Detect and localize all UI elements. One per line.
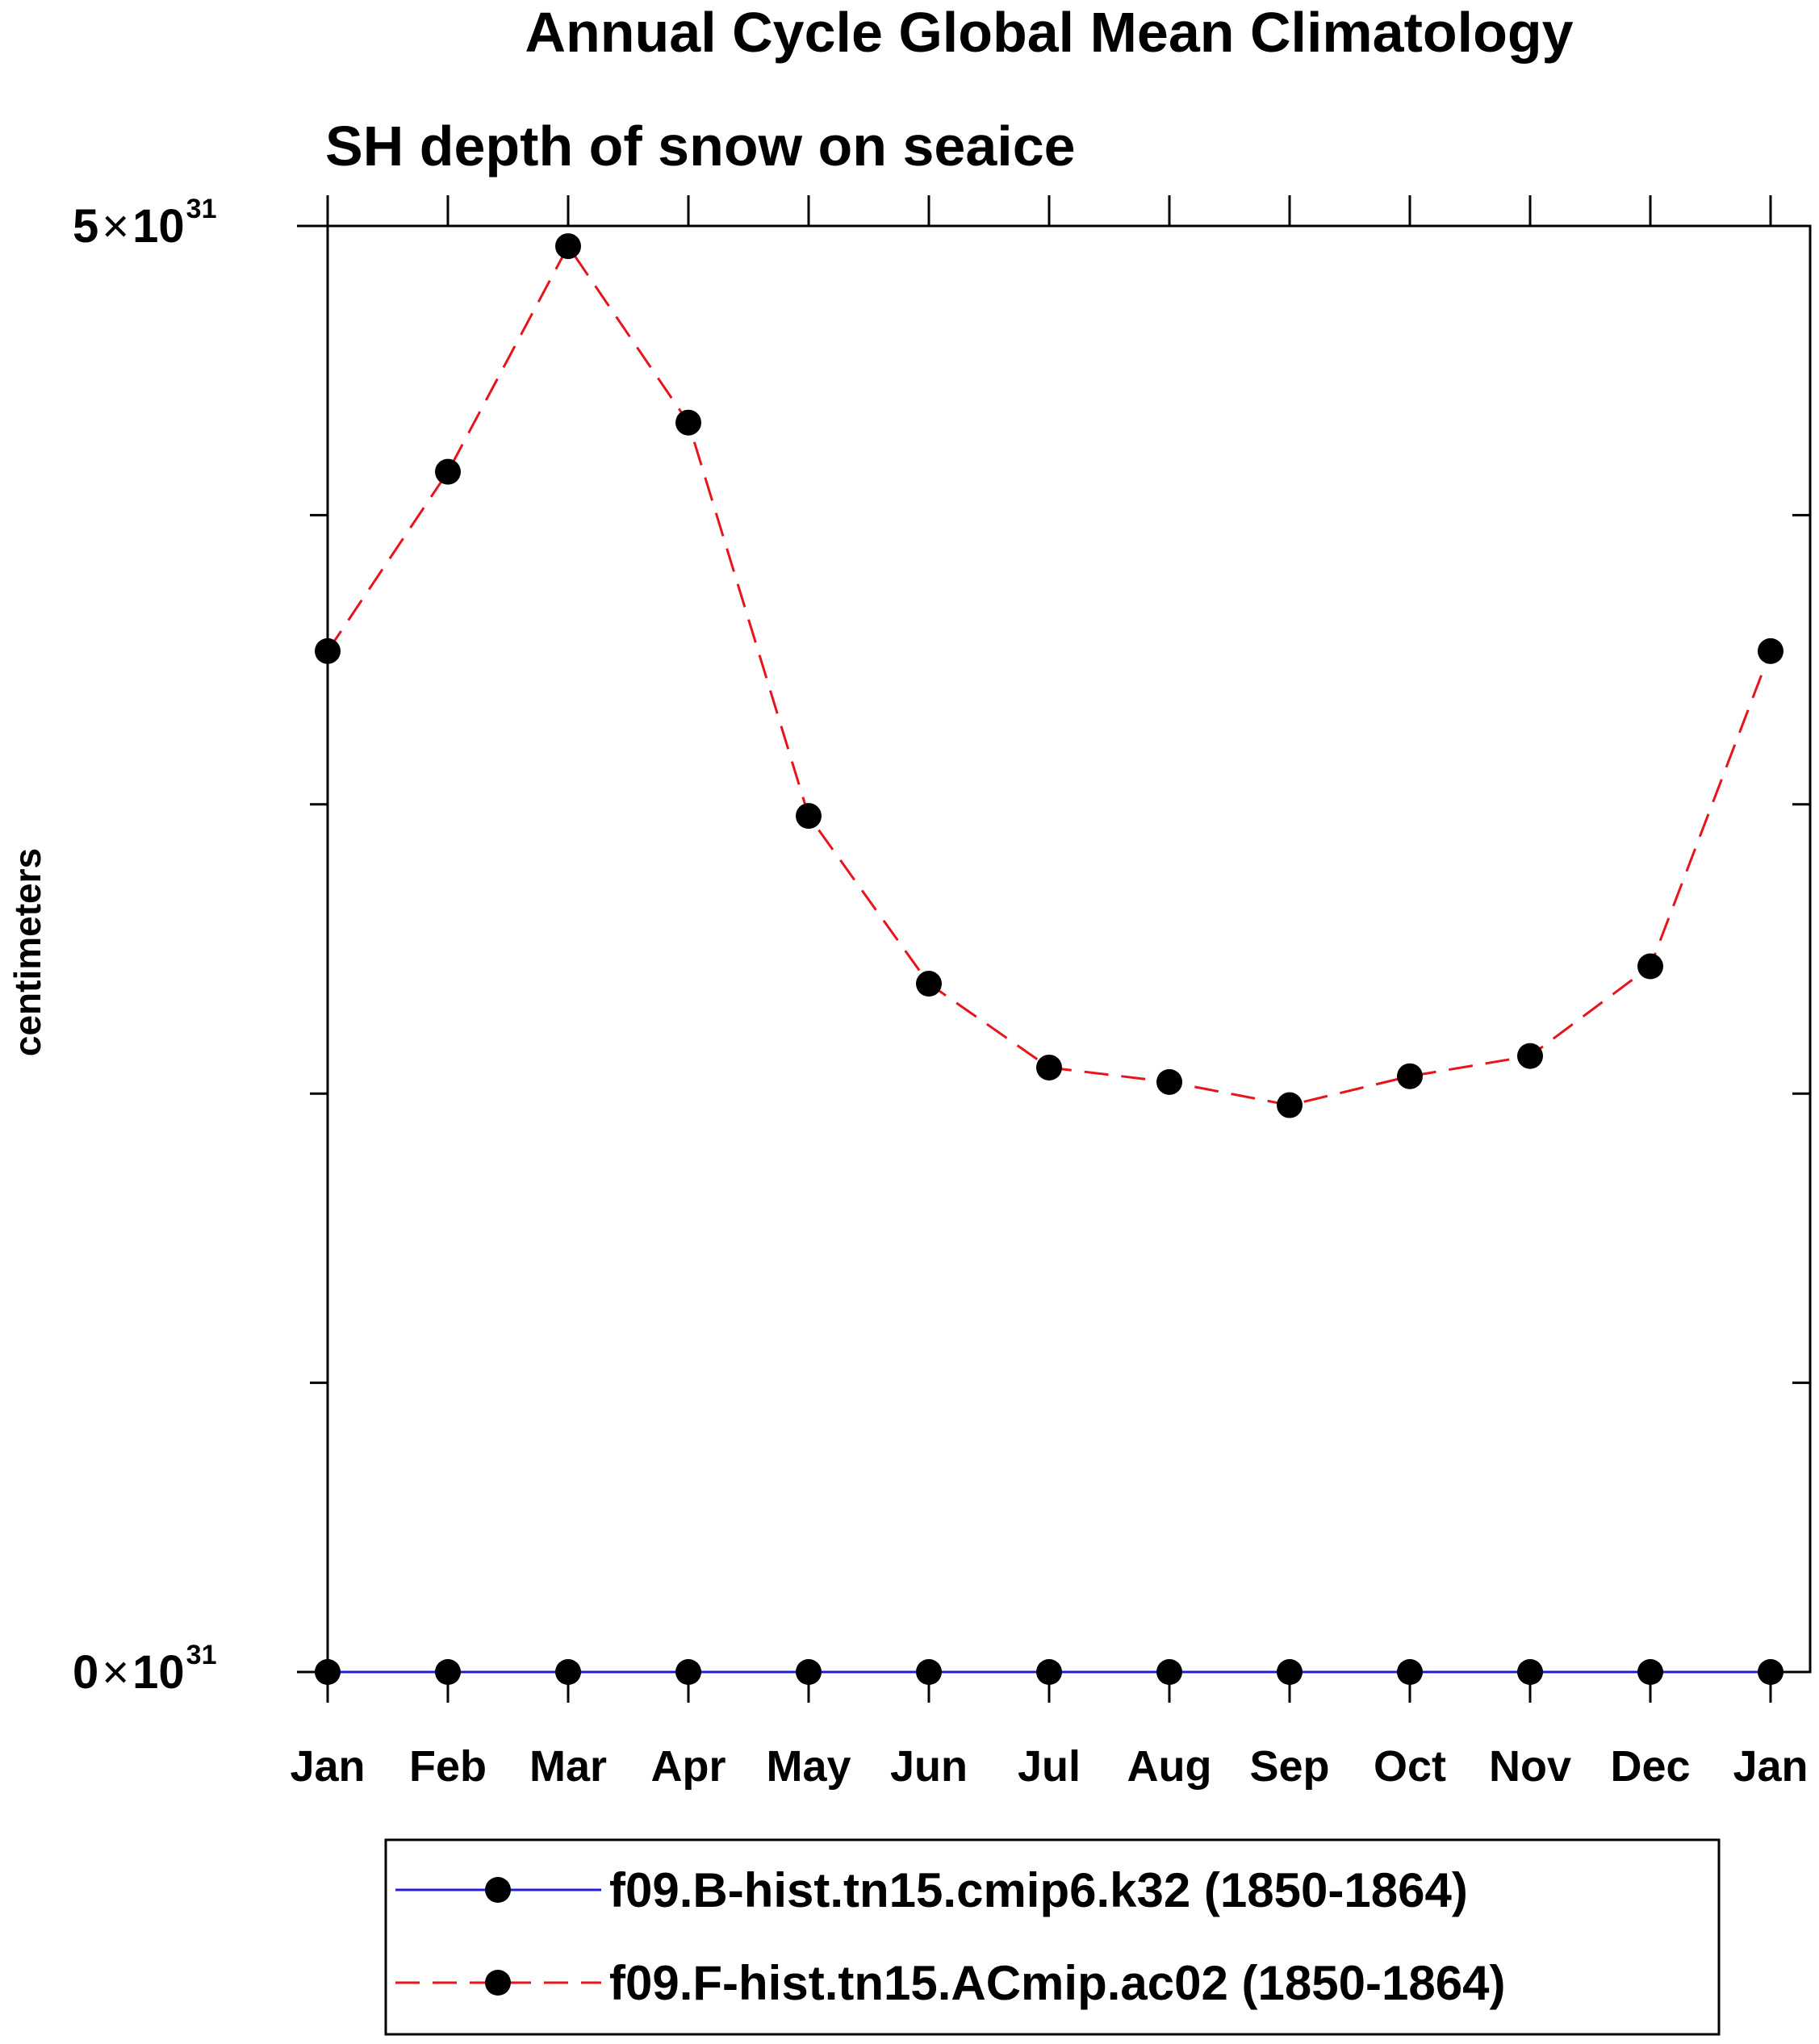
- series-1-marker: [1758, 1659, 1783, 1685]
- x-tick-label: Jan: [290, 1742, 365, 1791]
- legend-label-2: f09.F-hist.tn15.ACmip.ac02 (1850-1864): [609, 1956, 1505, 2010]
- chart-subtitle: SH depth of snow on seaice: [325, 115, 1076, 178]
- y-tick-base: 10: [132, 200, 185, 253]
- plot-border: [326, 224, 1812, 1674]
- legend-box: [384, 1838, 1721, 2036]
- x-tick-label: Jul: [1018, 1742, 1081, 1791]
- series-layer: [315, 233, 1783, 1685]
- series-line-2: [326, 244, 1772, 1107]
- x-tick-label: Apr: [651, 1742, 726, 1791]
- series-1-marker: [555, 1659, 581, 1685]
- legend: f09.B-hist.tn15.cmip6.k32 (1850-1864) f09…: [384, 1838, 1721, 2036]
- series-1-marker: [1517, 1659, 1543, 1685]
- series-1-marker: [435, 1659, 461, 1685]
- series-2-marker: [1517, 1043, 1543, 1069]
- series-2-marker: [315, 637, 341, 664]
- series-1-marker: [1397, 1659, 1423, 1685]
- x-tick-label: Nov: [1489, 1742, 1571, 1791]
- series-2-marker: [435, 458, 461, 485]
- series-2-marker: [1637, 953, 1663, 980]
- x-tick-label: Oct: [1374, 1742, 1446, 1791]
- series-1-marker: [1277, 1659, 1303, 1685]
- legend-label-1: f09.B-hist.tn15.cmip6.k32 (1850-1864): [609, 1863, 1468, 1917]
- y-tick-times: ×: [102, 1646, 129, 1699]
- series-2-marker: [675, 409, 701, 436]
- legend-marker-1: [485, 1877, 511, 1903]
- y-tick-label: 0×1031: [73, 1640, 216, 1699]
- chart-title: Annual Cycle Global Mean Climatology: [525, 1, 1573, 64]
- x-axis-ticks: Jan Feb Mar Apr May Jun Jul Aug Sep Oct Nov Dec Jan: [290, 195, 1809, 1791]
- y-tick-label: 5×1031: [73, 194, 216, 253]
- y-tick-mantissa: 0: [73, 1646, 98, 1699]
- series-2-marker: [916, 971, 942, 997]
- y-tick-times: ×: [102, 200, 129, 253]
- series-2-marker: [1397, 1063, 1423, 1089]
- x-tick-label: Jun: [890, 1742, 968, 1791]
- series-1-marker: [796, 1659, 822, 1685]
- series-1-marker: [675, 1659, 701, 1685]
- plot-frame: [326, 224, 1812, 1674]
- x-tick-label: Feb: [409, 1742, 487, 1791]
- x-tick-label: May: [766, 1742, 851, 1791]
- series-1-marker: [315, 1659, 341, 1685]
- series-1-marker: [1036, 1659, 1062, 1685]
- series-1-marker: [916, 1659, 942, 1685]
- y-axis-label: centimeters: [6, 848, 48, 1056]
- y-tick-base: 10: [132, 1646, 185, 1699]
- series-1-marker: [1156, 1659, 1182, 1685]
- series-2-marker: [1758, 637, 1783, 664]
- y-tick-exponent: 31: [186, 194, 217, 224]
- y-tick-mantissa: 5: [73, 200, 98, 253]
- y-tick-exponent: 31: [186, 1640, 217, 1670]
- series-1-marker: [1637, 1659, 1663, 1685]
- series-2-marker: [1156, 1068, 1182, 1095]
- series-2-marker: [555, 233, 581, 260]
- series-2-marker: [796, 803, 822, 830]
- series-2-marker: [1036, 1054, 1062, 1081]
- x-tick-label: Dec: [1610, 1742, 1690, 1791]
- x-tick-label: Sep: [1249, 1742, 1329, 1791]
- x-tick-label: Mar: [529, 1742, 607, 1791]
- x-tick-label: Aug: [1127, 1742, 1212, 1791]
- series-2-marker: [1277, 1092, 1303, 1118]
- x-tick-label: Jan: [1733, 1742, 1808, 1791]
- legend-marker-2: [485, 1970, 511, 1996]
